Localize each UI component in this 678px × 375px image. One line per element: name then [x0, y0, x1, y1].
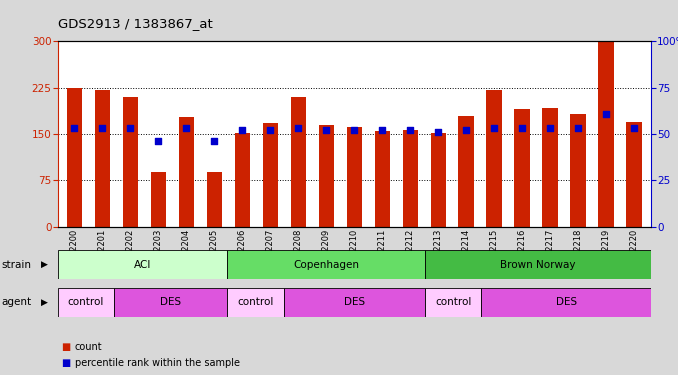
Bar [179, 117, 194, 227]
Point [265, 128, 276, 134]
Text: ■: ■ [61, 342, 71, 352]
Bar [403, 130, 418, 227]
Point [405, 128, 416, 134]
Bar [291, 97, 306, 227]
Point [209, 138, 220, 144]
Bar [207, 172, 222, 227]
Point [517, 126, 527, 132]
Point [573, 126, 584, 132]
Point [433, 129, 443, 135]
Bar [95, 90, 110, 227]
Bar [227, 288, 283, 317]
Bar [262, 123, 278, 227]
Point [181, 126, 192, 132]
Text: ■: ■ [61, 358, 71, 368]
Point [377, 128, 388, 134]
Text: Copenhagen: Copenhagen [293, 260, 359, 270]
Bar [599, 41, 614, 227]
Bar [481, 288, 651, 317]
Bar [458, 116, 474, 227]
Point [97, 126, 108, 132]
Point [153, 138, 164, 144]
Bar [319, 125, 334, 227]
Bar [374, 131, 390, 227]
Bar [431, 133, 446, 227]
Point [69, 126, 80, 132]
Point [237, 128, 247, 134]
Point [601, 111, 612, 117]
Text: control: control [237, 297, 273, 307]
Bar [626, 122, 642, 227]
Text: agent: agent [1, 297, 31, 307]
Bar [235, 133, 250, 227]
Bar [151, 172, 166, 227]
Bar [123, 97, 138, 227]
Text: Brown Norway: Brown Norway [500, 260, 576, 270]
Text: GDS2913 / 1383867_at: GDS2913 / 1383867_at [58, 17, 212, 30]
Point [629, 126, 639, 132]
Bar [515, 110, 530, 227]
Text: control: control [435, 297, 471, 307]
Text: DES: DES [555, 297, 577, 307]
Text: DES: DES [160, 297, 181, 307]
Bar [487, 90, 502, 227]
Text: ACI: ACI [134, 260, 151, 270]
Text: strain: strain [1, 260, 31, 270]
Point [544, 126, 555, 132]
Bar [425, 250, 651, 279]
Bar [542, 108, 558, 227]
Point [489, 126, 500, 132]
Point [125, 126, 136, 132]
Bar [58, 250, 227, 279]
Text: count: count [75, 342, 102, 352]
Bar [346, 127, 362, 227]
Point [293, 126, 304, 132]
Bar [58, 288, 114, 317]
Text: ▶: ▶ [41, 260, 47, 269]
Point [321, 128, 332, 134]
Text: DES: DES [344, 297, 365, 307]
Bar [283, 288, 425, 317]
Text: control: control [68, 297, 104, 307]
Bar [66, 88, 82, 227]
Point [461, 128, 472, 134]
Bar [227, 250, 425, 279]
Text: percentile rank within the sample: percentile rank within the sample [75, 358, 239, 368]
Text: ▶: ▶ [41, 298, 47, 307]
Bar [114, 288, 227, 317]
Bar [570, 114, 586, 227]
Bar [425, 288, 481, 317]
Point [348, 128, 359, 134]
